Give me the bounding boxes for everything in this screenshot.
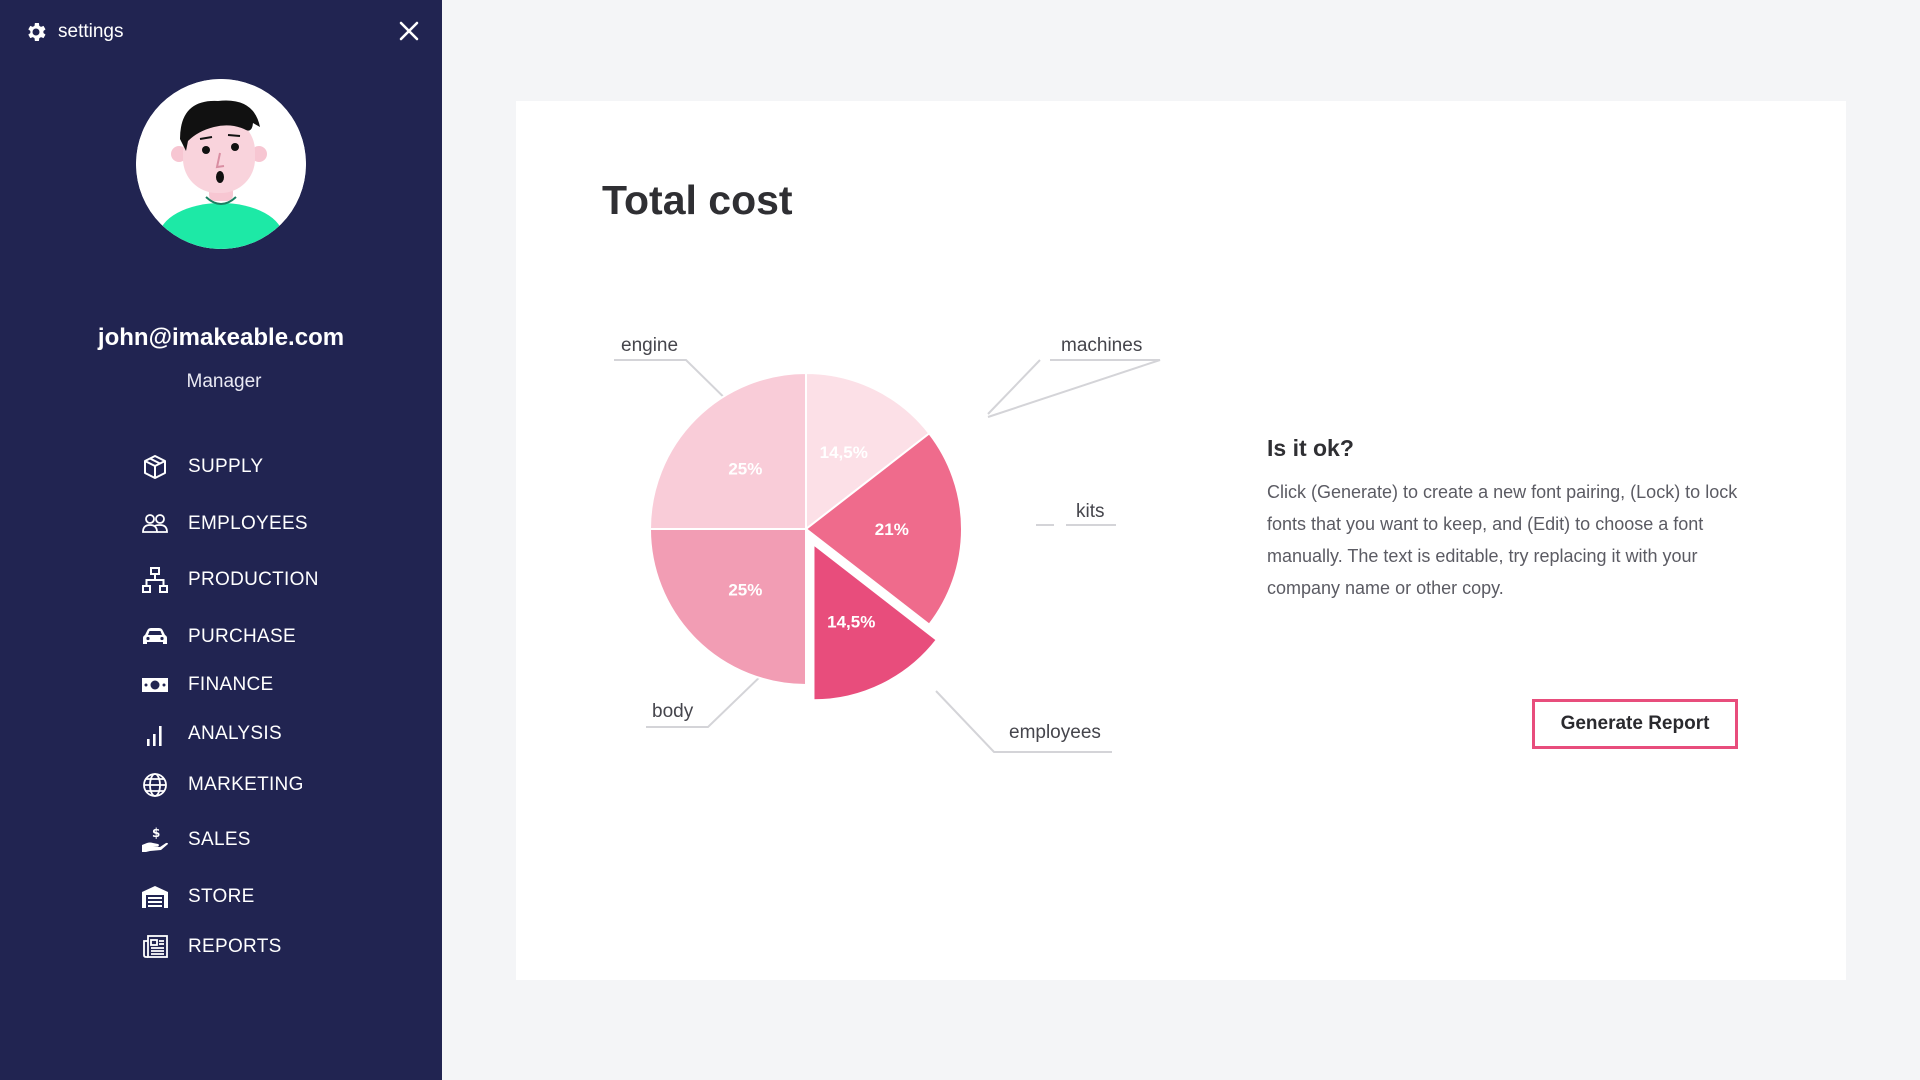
sidebar-item-employees[interactable]: EMPLOYEES — [138, 507, 308, 541]
store-icon — [138, 880, 172, 914]
box-icon — [138, 450, 172, 484]
svg-text:$: $ — [152, 826, 160, 840]
banknote-icon — [138, 668, 172, 702]
hand-dollar-icon: $ — [138, 823, 172, 857]
sidebar-item-label: ANALYSIS — [188, 723, 282, 744]
pie-value-label: 25% — [728, 581, 762, 600]
avatar[interactable] — [136, 79, 306, 249]
slice-callout-body: body — [652, 701, 694, 722]
pie-slices — [648, 371, 963, 702]
pie-value-label: 21% — [875, 520, 909, 539]
pie-value-label: 14,5% — [827, 612, 875, 631]
sidebar-item-label: SUPPLY — [188, 456, 264, 477]
sidebar-item-label: MARKETING — [188, 774, 304, 795]
avatar-illustration — [136, 79, 306, 249]
slice-callout-kits: kits — [1076, 501, 1105, 522]
total-cost-card: Total cost 14,5% 21% 14,5% 25% 25% engine ma… — [516, 101, 1846, 980]
sidebar-item-label: REPORTS — [188, 936, 282, 957]
sidebar-item-label: PRODUCTION — [188, 569, 319, 590]
pie-slice-kits — [804, 431, 963, 627]
pie-slice-engine — [648, 371, 807, 530]
user-role: Manager — [186, 371, 262, 392]
gear-icon — [28, 23, 46, 41]
pie-value-label: 14,5% — [820, 443, 868, 462]
sidebar-item-analysis[interactable]: ANALYSIS — [138, 717, 282, 751]
info-title: Is it ok? — [1267, 435, 1354, 461]
settings-button[interactable]: settings — [24, 18, 123, 46]
settings-label: settings — [58, 21, 124, 42]
slice-callout-engine: engine — [621, 335, 678, 356]
sitemap-icon — [138, 563, 172, 597]
pie-slice-employees — [812, 542, 939, 702]
pie-value-labels: 14,5% 21% 14,5% 25% 25% — [728, 443, 909, 631]
pie-value-label: 25% — [728, 459, 762, 478]
sidebar-item-label: FINANCE — [188, 674, 274, 695]
pie-slice-body — [648, 528, 807, 687]
close-icon — [399, 21, 419, 41]
sidebar-item-label: STORE — [188, 886, 255, 907]
bar-chart-icon — [138, 717, 172, 751]
users-icon — [138, 507, 172, 541]
slice-callout-employees: employees — [1009, 722, 1101, 743]
sidebar-item-label: SALES — [188, 829, 251, 850]
sidebar-item-sales[interactable]: $ SALES — [138, 823, 251, 857]
info-text: Click (Generate) to create a new font pa… — [1267, 482, 1738, 598]
pie-slice-machines — [805, 371, 931, 532]
sidebar-item-finance[interactable]: FINANCE — [138, 668, 274, 702]
close-button[interactable] — [396, 18, 422, 44]
callout-leaders — [614, 359, 1161, 753]
page-title: Total cost — [602, 177, 793, 223]
car-icon — [138, 620, 172, 654]
sidebar-item-label: PURCHASE — [188, 626, 296, 647]
sidebar-item-marketing[interactable]: MARKETING — [138, 768, 304, 802]
pie-chart: 14,5% 21% 14,5% 25% 25% engine machines kits… — [614, 335, 1161, 753]
user-email: john@imakeable.com — [97, 324, 345, 351]
sidebar-item-purchase[interactable]: PURCHASE — [138, 620, 296, 654]
sidebar-item-supply[interactable]: SUPPLY — [138, 450, 263, 484]
sidebar-item-reports[interactable]: REPORTS — [138, 930, 282, 964]
sidebar: settings john@imakeable.com Manager — [0, 0, 442, 1080]
newspaper-icon — [138, 930, 172, 964]
sidebar-item-label: EMPLOYEES — [188, 513, 308, 534]
generate-report-button[interactable]: Generate Report — [1532, 699, 1738, 749]
slice-callout-machines: machines — [1061, 335, 1142, 356]
sidebar-item-production[interactable]: PRODUCTION — [138, 563, 319, 597]
globe-icon — [138, 768, 172, 802]
sidebar-item-store[interactable]: STORE — [138, 880, 255, 914]
